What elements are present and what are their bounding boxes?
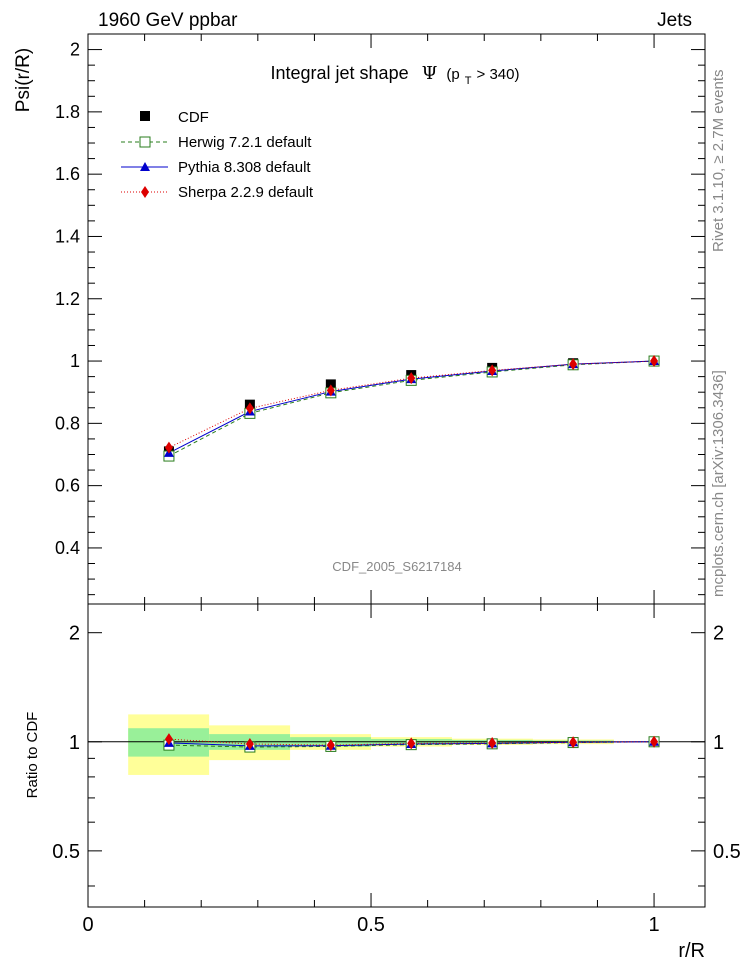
- main-y-axis-label: Psi(r/R): [13, 48, 34, 112]
- mcplots-label: mcplots.cern.ch [arXiv:1306.3436]: [710, 370, 727, 597]
- main-y-tick-label: 0.4: [55, 538, 80, 558]
- ratio-y-tick-label-right: 2: [713, 623, 724, 645]
- rivet-label: Rivet 3.1.10, ≥ 2.7M events: [710, 70, 727, 253]
- ratio-frame: [87, 603, 706, 908]
- legend-marker-pythia: [140, 162, 150, 171]
- main-point: [650, 355, 659, 368]
- main-y-tick-label: 1.8: [55, 102, 80, 122]
- legend-entry-sherpa: Sherpa 2.2.9 default: [121, 184, 314, 201]
- ratio-point: [164, 733, 173, 746]
- ratio-panel: 0.5 0.5 1 1 2 2 0 0.5 1 Ratio to CDF r/R: [24, 603, 741, 962]
- main-y-tick-label: 0.6: [55, 476, 80, 496]
- main-point: [326, 384, 335, 397]
- x-tick-label: 1: [648, 914, 659, 936]
- main-point: [164, 441, 173, 454]
- legend-label-sherpa: Sherpa 2.2.9 default: [178, 184, 314, 201]
- ratio-ticks: 0.5 0.5 1 1 2 2 0 0.5 1: [52, 604, 741, 936]
- analysis-watermark: CDF_2005_S6217184: [332, 559, 461, 574]
- main-title-symbol: Ψ: [422, 63, 438, 84]
- legend-label-herwig: Herwig 7.2.1 default: [178, 134, 312, 151]
- main-y-tick-label: 0.8: [55, 413, 80, 433]
- main-title-cut: (p: [446, 66, 459, 83]
- ratio-point: [245, 737, 254, 750]
- legend: CDF Herwig 7.2.1 default Pythia 8.308 de…: [121, 109, 314, 201]
- x-axis-label: r/R: [678, 940, 705, 962]
- ratio-point: [407, 737, 416, 750]
- main-y-tick-label: 1: [70, 351, 80, 371]
- legend-label-pythia: Pythia 8.308 default: [178, 159, 311, 176]
- ratio-markers: [163, 733, 660, 753]
- ratio-y-axis-label: Ratio to CDF: [24, 712, 41, 799]
- ratio-point: [650, 735, 659, 748]
- main-title: Integral jet shape Ψ (p T > 340): [271, 63, 520, 88]
- main-title-cut-sub: T: [465, 75, 472, 87]
- main-ticks: 0.4 0.6 0.8 1 1.2 1.4 1.6 1.8 2: [55, 34, 705, 604]
- ratio-y-tick-label-right: 1: [713, 732, 724, 754]
- x-tick-label: 0: [82, 914, 93, 936]
- main-point: [245, 402, 254, 415]
- main-y-tick-label: 1.4: [55, 226, 80, 246]
- main-y-tick-label: 2: [70, 40, 80, 60]
- legend-marker-cdf: [140, 111, 150, 121]
- ratio-y-tick-label-right: 0.5: [713, 841, 741, 863]
- legend-marker-herwig: [139, 136, 151, 148]
- main-markers: [163, 355, 660, 462]
- process-label: Jets: [657, 10, 692, 31]
- main-y-tick-label: 1.6: [55, 164, 80, 184]
- ratio-point: [488, 737, 497, 750]
- legend-entry-pythia: Pythia 8.308 default: [121, 159, 311, 176]
- main-title-cut-end: > 340): [477, 66, 520, 83]
- ratio-y-tick-label: 0.5: [52, 841, 80, 863]
- main-point: [407, 372, 416, 385]
- legend-entry-cdf: CDF: [140, 109, 209, 126]
- main-point: [488, 364, 497, 377]
- main-panel: 0.4 0.6 0.8 1 1.2 1.4 1.6 1.8 2 Integral jet sha…: [13, 33, 706, 605]
- legend-label-cdf: CDF: [178, 109, 209, 126]
- x-tick-label: 0.5: [357, 914, 385, 936]
- ratio-point: [569, 736, 578, 749]
- legend-entry-herwig: Herwig 7.2.1 default: [121, 134, 312, 151]
- ratio-y-tick-label: 1: [69, 732, 80, 754]
- ratio-point: [326, 739, 335, 752]
- main-point: [569, 358, 578, 371]
- main-title-text: Integral jet shape: [271, 63, 409, 83]
- energy-label: 1960 GeV ppbar: [98, 10, 238, 31]
- main-y-tick-label: 1.2: [55, 289, 80, 309]
- legend-marker-sherpa: [141, 186, 149, 198]
- ratio-y-tick-label: 2: [69, 623, 80, 645]
